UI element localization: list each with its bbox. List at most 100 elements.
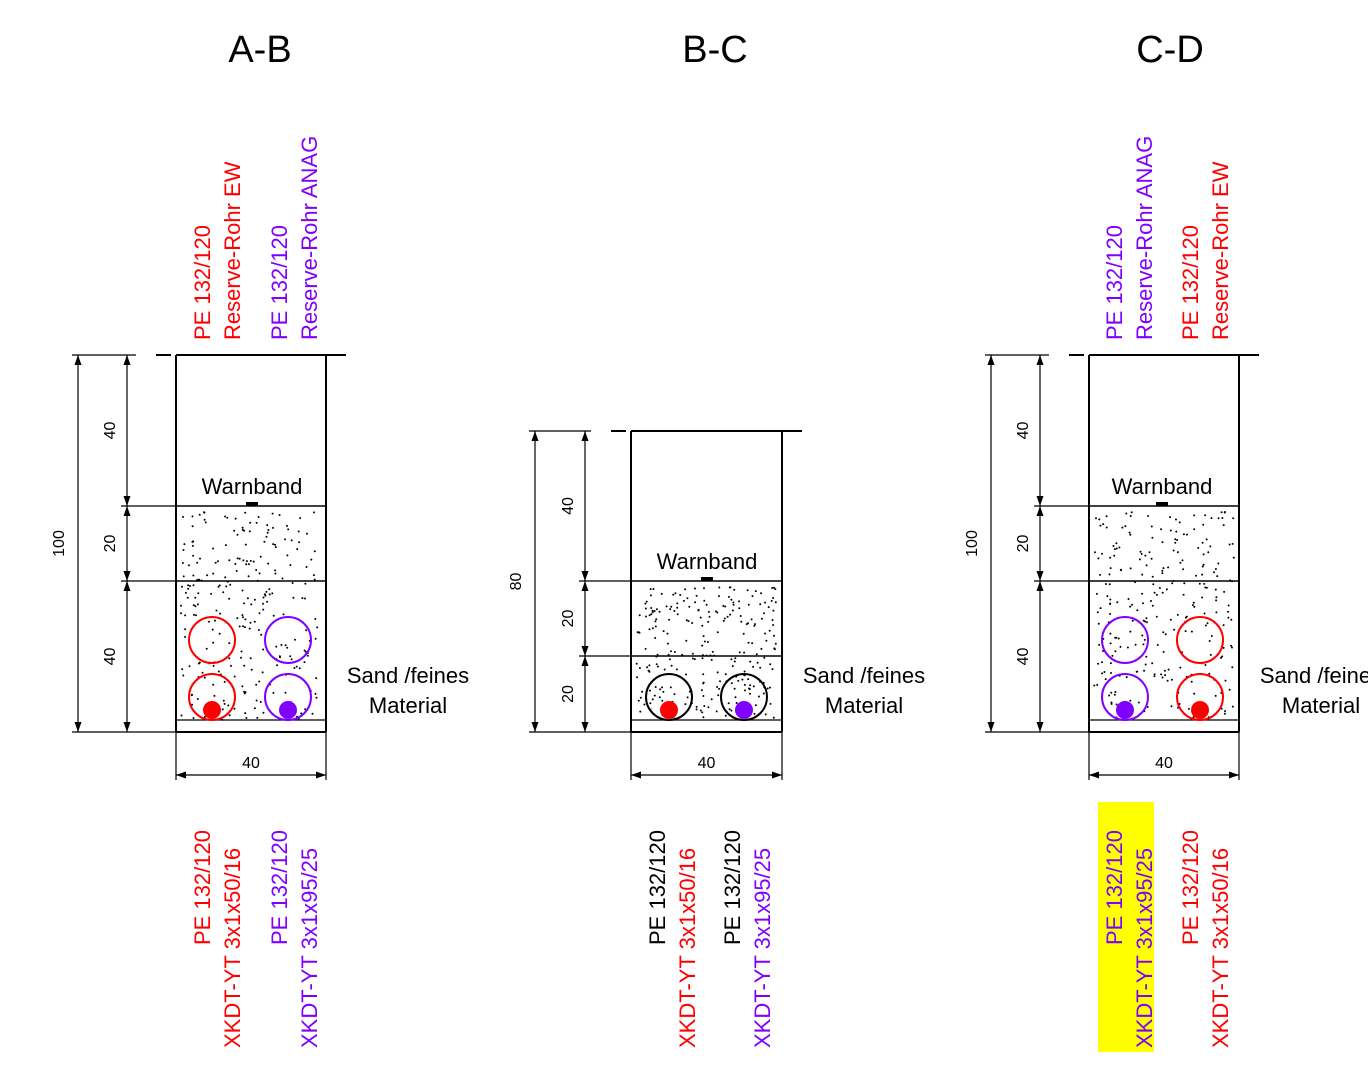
sand-dot [1151, 575, 1154, 578]
sand-dot [649, 588, 652, 591]
sand-dot [774, 601, 777, 604]
sand-dot [244, 618, 247, 621]
sand-dot [228, 559, 231, 562]
sand-dot [1105, 526, 1108, 529]
sand-dot [727, 595, 730, 598]
sand-dot [242, 616, 244, 619]
sand-dot [1170, 705, 1173, 708]
sand-dot [241, 526, 244, 529]
sand-dot [181, 585, 183, 588]
sand-dot [181, 668, 184, 671]
sand-dot [241, 528, 244, 531]
sand-dot [205, 647, 208, 650]
sand-dot [1185, 615, 1188, 618]
sand-dot [255, 569, 258, 571]
sand-dot [751, 642, 754, 645]
sand-dot [754, 590, 757, 593]
sand-dot [1203, 612, 1206, 615]
sand-dot [266, 524, 269, 527]
sand-dot [1109, 662, 1112, 665]
sand-dot [738, 607, 741, 610]
sand-dot [676, 602, 679, 605]
sand-dot [244, 712, 247, 715]
cable-pipe [1101, 673, 1149, 721]
sand-dot [662, 630, 665, 633]
sand-dot [292, 596, 295, 599]
sand-dot [203, 511, 206, 514]
sand-dot [656, 665, 659, 668]
sand-dot [1115, 703, 1118, 706]
sand-dot [266, 600, 269, 603]
sand-dot [180, 612, 182, 615]
sand-dot [710, 658, 713, 661]
sand-dot [649, 689, 651, 692]
sand-dot [639, 696, 642, 699]
sand-dot [257, 516, 260, 518]
sand-dot [1208, 672, 1211, 675]
sand-dot [289, 655, 292, 658]
sand-dot [265, 590, 268, 593]
sand-dot [189, 585, 191, 587]
sand-dot [1113, 693, 1116, 696]
sand-dot [1161, 676, 1164, 679]
sand-dot [235, 570, 238, 572]
sand-dot [654, 625, 657, 628]
sand-dot [262, 596, 265, 599]
sand-dot [280, 644, 283, 646]
sand-dot [1176, 613, 1179, 616]
sand-dot [1166, 679, 1169, 682]
sand-dot [1153, 673, 1156, 676]
warnband-label: Warnband [1112, 474, 1213, 499]
sand-dot [253, 598, 256, 601]
sand-dot [1097, 622, 1100, 625]
sand-dot [1190, 630, 1193, 633]
sand-dot [773, 586, 775, 589]
sand-dot [262, 711, 265, 714]
sand-dot [246, 597, 249, 600]
sand-dot [772, 624, 775, 626]
sand-dot [233, 707, 236, 710]
sand-dot [1141, 573, 1144, 576]
sand-dot [644, 602, 647, 605]
sand-dot [734, 696, 737, 699]
sand-dot [1099, 573, 1102, 576]
sand-dot [211, 628, 214, 631]
sand-dot [263, 593, 266, 596]
sand-dot [1110, 702, 1113, 705]
sand-dot [701, 711, 704, 714]
sand-dot [300, 712, 303, 715]
sand-dot [644, 607, 647, 610]
sand-dot [653, 694, 656, 697]
sand-dot [1190, 680, 1193, 683]
sand-dot [215, 609, 218, 612]
sand-dot [1215, 596, 1218, 599]
sand-dot [703, 599, 706, 602]
sand-dot [1119, 645, 1122, 648]
sand-dot [1101, 672, 1104, 675]
sand-dot [733, 660, 736, 663]
sand-dot [1232, 556, 1235, 559]
reserve-pipe [1101, 616, 1149, 664]
sand-dot [313, 578, 316, 581]
sand-dot [212, 641, 215, 644]
sand-dot [253, 620, 256, 623]
sand-dot [272, 526, 274, 529]
sand-dot [247, 563, 250, 566]
sand-dot [716, 611, 719, 614]
sand-dot [1109, 602, 1112, 605]
sand-dot [774, 642, 777, 645]
sand-dot [669, 608, 672, 611]
sand-dot [182, 549, 185, 551]
sand-dot [758, 695, 760, 698]
sand-dot [733, 588, 736, 591]
sand-dot [187, 584, 190, 587]
sand-dot [1187, 707, 1190, 710]
material-label-line1: Sand /feines [347, 663, 469, 688]
sand-dot [722, 605, 725, 607]
sand-dot [741, 678, 744, 681]
sand-dot [1109, 556, 1112, 559]
sand-dot [192, 717, 195, 719]
sand-dot [651, 611, 654, 614]
bottom-label-pipe: PE 132/120 [1102, 830, 1127, 945]
sand-dot [238, 625, 241, 628]
